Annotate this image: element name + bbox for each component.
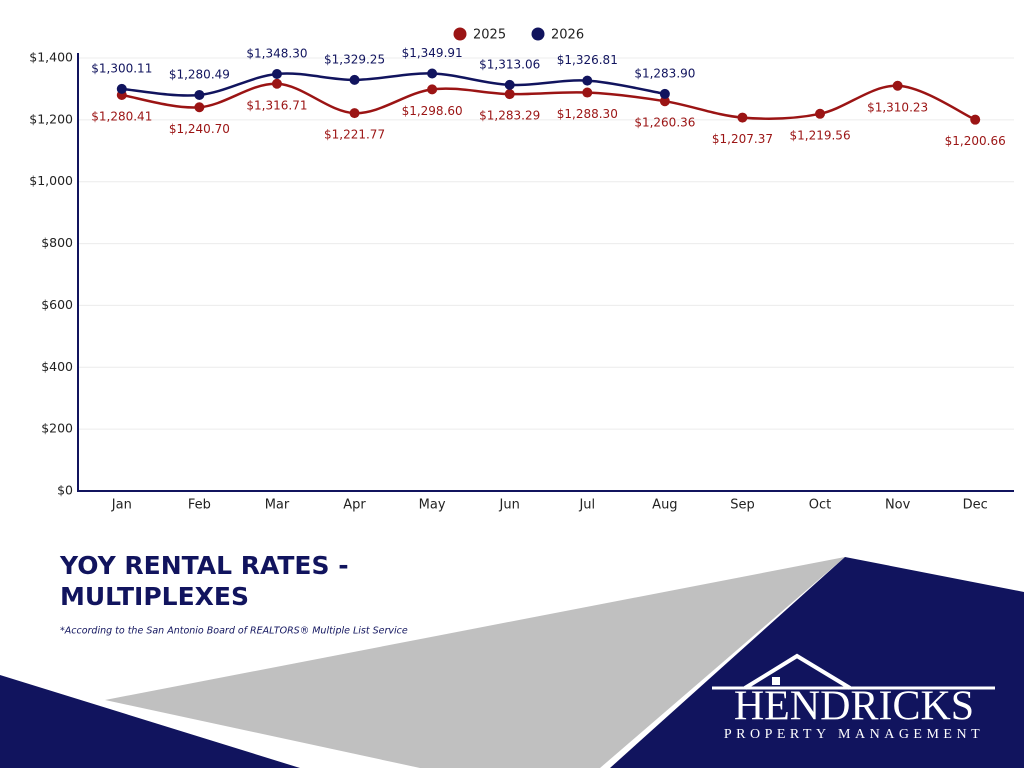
data-label: $1,221.77 <box>324 128 385 142</box>
y-tick-label: $800 <box>41 235 73 250</box>
logo-roof <box>743 653 852 690</box>
point <box>349 108 360 119</box>
x-tick-label: Sep <box>730 498 755 513</box>
series-line <box>121 82 976 121</box>
data-label: $1,219.56 <box>790 128 851 142</box>
data-label: $1,280.41 <box>91 109 152 123</box>
point <box>582 87 593 98</box>
y-tick-label: $1,200 <box>29 111 73 126</box>
data-label: $1,298.60 <box>402 104 463 118</box>
x-tick-label: Nov <box>885 498 911 513</box>
x-tick-label: Dec <box>963 498 988 513</box>
point <box>815 108 826 119</box>
data-label: $1,313.06 <box>479 57 540 71</box>
legend-label: 2025 <box>473 28 506 43</box>
point <box>427 68 438 79</box>
legend-label: 2026 <box>551 28 584 43</box>
x-tick-label: Feb <box>188 498 211 513</box>
data-label: $1,326.81 <box>557 53 618 67</box>
x-tick-label: Apr <box>343 498 366 513</box>
data-label: $1,200.66 <box>945 134 1006 148</box>
y-tick-label: $0 <box>57 483 73 498</box>
point <box>271 78 282 89</box>
point <box>194 102 205 113</box>
logo-tagline: PROPERTY MANAGEMENT <box>724 727 984 742</box>
legend-marker <box>531 27 545 41</box>
x-tick-label: Jan <box>111 498 132 513</box>
x-tick-label: May <box>419 498 446 513</box>
x-tick-label: Mar <box>265 498 290 513</box>
data-label: $1,316.71 <box>246 98 307 112</box>
data-label: $1,349.91 <box>402 46 463 60</box>
point <box>659 88 670 99</box>
point <box>582 75 593 86</box>
point <box>504 79 515 90</box>
decor-gray <box>105 557 845 768</box>
y-tick-label: $1,000 <box>29 173 73 188</box>
point <box>504 89 515 100</box>
y-tick-label: $200 <box>41 421 73 436</box>
point <box>659 96 670 107</box>
data-label: $1,288.30 <box>557 107 618 121</box>
point <box>271 68 282 79</box>
point <box>349 74 360 85</box>
data-label: $1,300.11 <box>91 61 152 75</box>
data-label: $1,283.90 <box>634 66 695 80</box>
point <box>737 112 748 123</box>
x-tick-label: Jul <box>578 498 595 513</box>
decor-navy-left <box>0 675 300 768</box>
point <box>194 89 205 100</box>
y-tick-label: $600 <box>41 297 73 312</box>
data-label: $1,283.29 <box>479 109 540 123</box>
data-label: $1,207.37 <box>712 132 773 146</box>
x-tick-label: Jun <box>499 498 520 513</box>
x-tick-label: Oct <box>809 498 831 513</box>
data-label: $1,260.36 <box>634 116 695 130</box>
data-label: $1,348.30 <box>246 46 307 60</box>
data-label: $1,329.25 <box>324 52 385 66</box>
data-label: $1,240.70 <box>169 122 230 136</box>
logo-name: HENDRICKS <box>734 684 974 730</box>
footnote: *According to the San Antonio Board of R… <box>60 626 408 637</box>
point <box>970 114 981 125</box>
y-tick-label: $1,400 <box>29 50 73 65</box>
decor-navy-right <box>610 557 1024 768</box>
point <box>427 84 438 95</box>
x-tick-label: Aug <box>652 498 677 513</box>
point <box>116 83 127 94</box>
logo-window <box>772 677 780 685</box>
legend-marker <box>453 27 467 41</box>
point <box>892 80 903 91</box>
y-tick-label: $400 <box>41 359 73 374</box>
data-label: $1,310.23 <box>867 100 928 114</box>
chart-title: YOY RENTAL RATES -MULTIPLEXES <box>59 551 349 611</box>
data-label: $1,280.49 <box>169 67 230 81</box>
series-line <box>121 72 666 97</box>
